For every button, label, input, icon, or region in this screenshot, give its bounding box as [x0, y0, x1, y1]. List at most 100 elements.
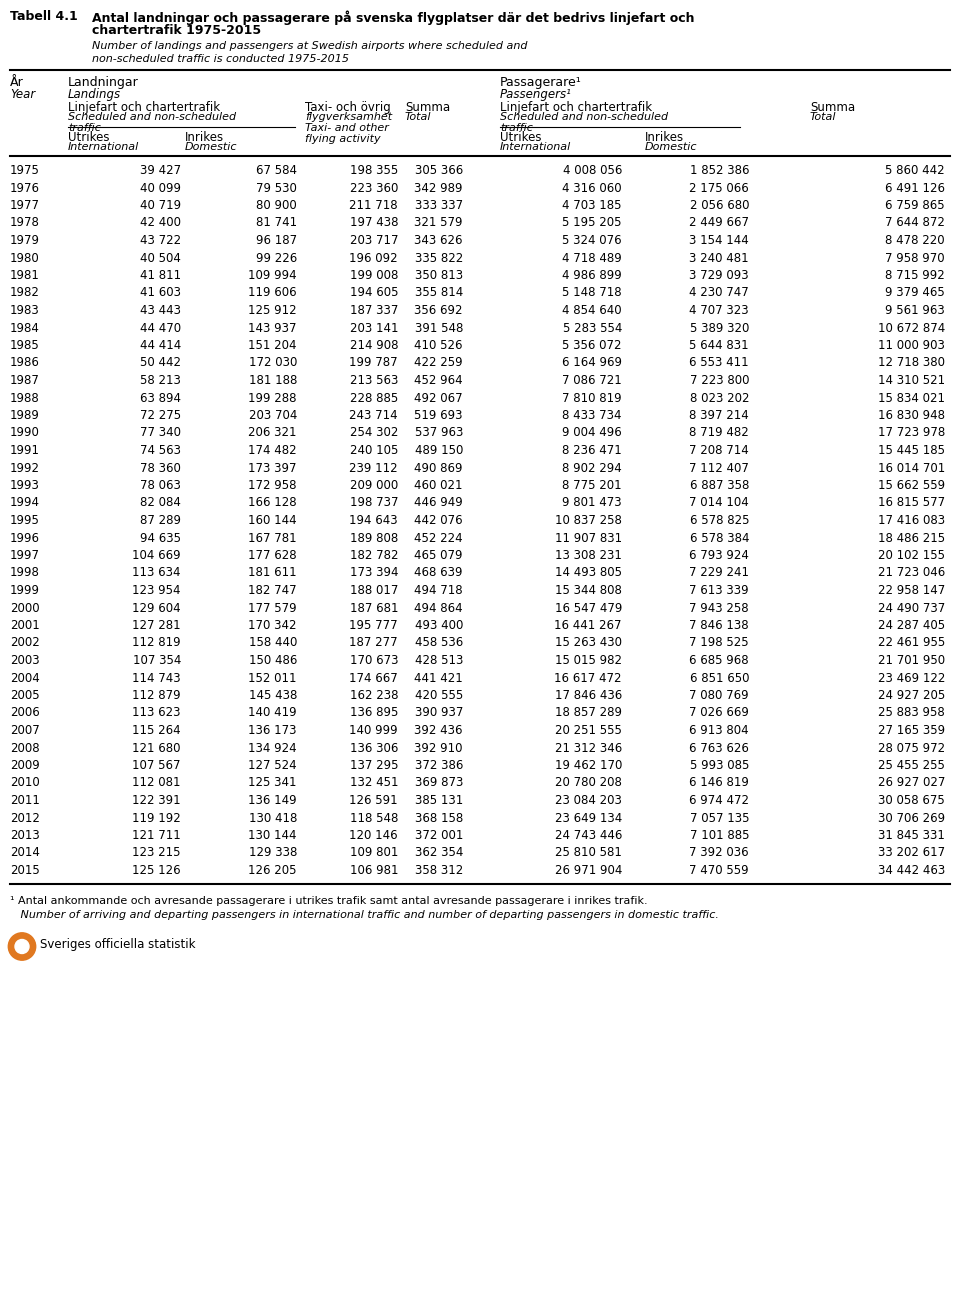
Text: 7 943 258: 7 943 258	[689, 602, 749, 615]
Text: 8 719 482: 8 719 482	[689, 426, 749, 439]
Text: 58 213: 58 213	[140, 374, 181, 387]
Text: 8 715 992: 8 715 992	[885, 269, 945, 281]
Text: 305 366: 305 366	[415, 164, 463, 177]
Text: 80 900: 80 900	[256, 199, 297, 212]
Text: 4 316 060: 4 316 060	[563, 182, 622, 195]
Text: 24 927 205: 24 927 205	[877, 689, 945, 702]
Text: 6 887 358: 6 887 358	[689, 479, 749, 492]
Text: 9 801 473: 9 801 473	[563, 497, 622, 510]
Text: traffic: traffic	[68, 123, 101, 133]
Text: ¹ Antal ankommande och avresande passagerare i utrikes trafik samt antal avresan: ¹ Antal ankommande och avresande passage…	[10, 896, 648, 905]
Text: 24 743 446: 24 743 446	[555, 829, 622, 842]
Text: non-scheduled traffic is conducted 1975-2015: non-scheduled traffic is conducted 1975-…	[92, 54, 349, 65]
Text: 2 175 066: 2 175 066	[689, 182, 749, 195]
Text: 3 154 144: 3 154 144	[689, 234, 749, 247]
Text: Number of landings and passengers at Swedish airports where scheduled and: Number of landings and passengers at Swe…	[92, 41, 527, 52]
Text: 125 341: 125 341	[249, 776, 297, 790]
Text: 67 584: 67 584	[256, 164, 297, 177]
Text: 1983: 1983	[10, 303, 39, 318]
Text: 167 781: 167 781	[249, 532, 297, 545]
Text: 174 667: 174 667	[349, 671, 398, 684]
Text: 113 623: 113 623	[132, 706, 181, 719]
Text: 7 470 559: 7 470 559	[689, 864, 749, 877]
Text: 8 236 471: 8 236 471	[563, 444, 622, 457]
Text: 41 603: 41 603	[140, 287, 181, 300]
Text: chartertrafik 1975-2015: chartertrafik 1975-2015	[92, 25, 261, 37]
Text: 30 706 269: 30 706 269	[877, 812, 945, 825]
Text: 6 759 865: 6 759 865	[885, 199, 945, 212]
Text: 209 000: 209 000	[349, 479, 398, 492]
Text: Taxi- och övrig: Taxi- och övrig	[305, 101, 391, 114]
Text: 6 974 472: 6 974 472	[689, 794, 749, 807]
Text: 94 635: 94 635	[140, 532, 181, 545]
Text: 8 902 294: 8 902 294	[563, 461, 622, 475]
Text: 519 693: 519 693	[415, 409, 463, 422]
Text: 1 852 386: 1 852 386	[689, 164, 749, 177]
Text: 23 084 203: 23 084 203	[555, 794, 622, 807]
Text: 489 150: 489 150	[415, 444, 463, 457]
Text: 151 204: 151 204	[249, 340, 297, 352]
Text: 1991: 1991	[10, 444, 40, 457]
Text: Passengers¹: Passengers¹	[500, 88, 572, 101]
Text: 82 084: 82 084	[140, 497, 181, 510]
Text: 42 400: 42 400	[140, 217, 181, 230]
Text: 31 845 331: 31 845 331	[878, 829, 945, 842]
Text: Total: Total	[405, 112, 431, 123]
Text: 358 312: 358 312	[415, 864, 463, 877]
Text: 113 634: 113 634	[132, 567, 181, 580]
Text: 1985: 1985	[10, 340, 39, 352]
Text: År: År	[10, 76, 24, 89]
Text: 44 470: 44 470	[140, 321, 181, 334]
Text: 104 669: 104 669	[132, 549, 181, 562]
Text: 189 808: 189 808	[349, 532, 398, 545]
Text: Landningar: Landningar	[68, 76, 139, 89]
Text: 368 158: 368 158	[415, 812, 463, 825]
Text: 126 591: 126 591	[349, 794, 398, 807]
Text: 182 782: 182 782	[349, 549, 398, 562]
Text: 372 001: 372 001	[415, 829, 463, 842]
Text: 140 419: 140 419	[249, 706, 297, 719]
Text: 10 672 874: 10 672 874	[877, 321, 945, 334]
Text: 21 312 346: 21 312 346	[555, 741, 622, 754]
Text: 136 149: 136 149	[249, 794, 297, 807]
Text: Antal landningar och passagerare på svenska flygplatser där det bedrivs linjefar: Antal landningar och passagerare på sven…	[92, 10, 694, 25]
Text: 127 524: 127 524	[249, 759, 297, 772]
Text: 122 391: 122 391	[132, 794, 181, 807]
Text: 162 238: 162 238	[349, 689, 398, 702]
Text: Landings: Landings	[68, 88, 121, 101]
Text: 203 141: 203 141	[349, 321, 398, 334]
Text: 240 105: 240 105	[349, 444, 398, 457]
Text: 112 879: 112 879	[132, 689, 181, 702]
Text: Inrikes: Inrikes	[185, 130, 224, 145]
Text: 9 004 496: 9 004 496	[563, 426, 622, 439]
Text: 355 814: 355 814	[415, 287, 463, 300]
Text: 137 295: 137 295	[349, 759, 398, 772]
Text: 109 801: 109 801	[349, 847, 398, 860]
Text: 112 819: 112 819	[132, 636, 181, 649]
Text: 2005: 2005	[10, 689, 39, 702]
Text: International: International	[68, 142, 139, 152]
Text: 7 958 970: 7 958 970	[885, 252, 945, 265]
Text: 112 081: 112 081	[132, 776, 181, 790]
Text: 206 321: 206 321	[249, 426, 297, 439]
Text: 17 416 083: 17 416 083	[877, 514, 945, 527]
Text: 8 397 214: 8 397 214	[689, 409, 749, 422]
Text: 16 441 267: 16 441 267	[555, 618, 622, 633]
Text: 1975: 1975	[10, 164, 40, 177]
Text: 7 810 819: 7 810 819	[563, 391, 622, 404]
Text: 465 079: 465 079	[415, 549, 463, 562]
Text: 33 202 617: 33 202 617	[877, 847, 945, 860]
Text: 1996: 1996	[10, 532, 40, 545]
Text: Utrikes: Utrikes	[500, 130, 541, 145]
Text: 125 126: 125 126	[132, 864, 181, 877]
Text: 6 763 626: 6 763 626	[689, 741, 749, 754]
Text: 7 080 769: 7 080 769	[689, 689, 749, 702]
Text: 41 811: 41 811	[140, 269, 181, 281]
Text: 211 718: 211 718	[349, 199, 398, 212]
Text: 468 639: 468 639	[415, 567, 463, 580]
Text: 145 438: 145 438	[249, 689, 297, 702]
Text: 6 146 819: 6 146 819	[689, 776, 749, 790]
Text: 127 281: 127 281	[132, 618, 181, 633]
Text: 4 703 185: 4 703 185	[563, 199, 622, 212]
Text: International: International	[500, 142, 571, 152]
